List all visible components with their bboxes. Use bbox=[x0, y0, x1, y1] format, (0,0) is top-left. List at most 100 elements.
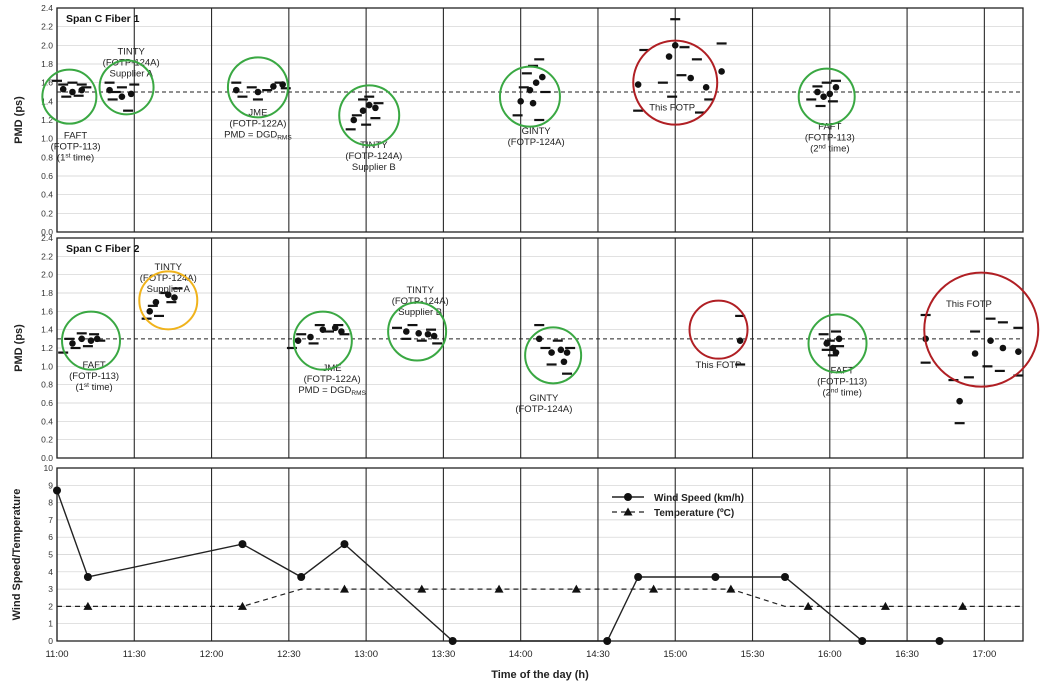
wind-speed-point bbox=[780, 572, 789, 581]
y-axis-label: PMD (ps) bbox=[13, 324, 25, 372]
annotation-text: (FOTP-124A) bbox=[140, 273, 197, 284]
annotation-text: This FOTP bbox=[649, 103, 695, 114]
data-point bbox=[971, 350, 979, 357]
y-tick-label: 1.2 bbox=[41, 343, 53, 353]
y-tick-label: 0.8 bbox=[41, 152, 53, 162]
temperature-point bbox=[339, 584, 349, 593]
temperature-point bbox=[649, 584, 659, 593]
data-point bbox=[539, 73, 546, 81]
y-tick-label: 0.4 bbox=[41, 416, 53, 426]
annotation-text: FAFT bbox=[818, 121, 841, 132]
data-point bbox=[359, 107, 367, 114]
wind-speed-point bbox=[53, 486, 61, 495]
x-tick-label: 17:00 bbox=[972, 649, 996, 660]
data-point bbox=[671, 42, 679, 49]
x-tick-label: 16:30 bbox=[895, 649, 919, 660]
data-point bbox=[372, 104, 379, 112]
y-tick-label: 2.2 bbox=[41, 251, 53, 261]
annotation-text: This FOTP bbox=[946, 299, 992, 310]
data-point bbox=[826, 90, 834, 98]
annotation-text: (FOTP-113) bbox=[51, 142, 101, 153]
data-point bbox=[78, 86, 86, 94]
data-point bbox=[1015, 348, 1022, 355]
legend: Wind Speed (km/h) Temperature (ºC) bbox=[612, 493, 744, 519]
y-tick-label: 0.2 bbox=[41, 208, 53, 218]
data-point bbox=[164, 291, 172, 299]
y-tick-label: 0 bbox=[48, 636, 53, 646]
y-tick-label: 0.0 bbox=[41, 453, 53, 463]
annotation-text: (FOTP-124A) bbox=[103, 58, 160, 69]
annotation-text: FAFT bbox=[82, 360, 105, 371]
data-point bbox=[535, 335, 543, 343]
legend-wind-marker bbox=[624, 493, 632, 501]
data-point bbox=[331, 324, 339, 332]
data-point bbox=[403, 328, 410, 335]
data-point bbox=[687, 74, 694, 82]
temperature-point bbox=[803, 601, 813, 610]
annotation-text: This FOTP bbox=[696, 360, 742, 371]
x-tick-label: 13:30 bbox=[432, 649, 456, 660]
annotation-text: (2nd time) bbox=[810, 143, 849, 154]
x-tick-label: 13:00 bbox=[354, 649, 378, 660]
data-point bbox=[665, 53, 673, 60]
data-point bbox=[415, 330, 422, 337]
y-tick-label: 0.0 bbox=[41, 227, 53, 237]
y-tick-label: 0.6 bbox=[41, 398, 53, 408]
highlight-circle bbox=[524, 326, 583, 385]
highlight-circle bbox=[797, 67, 856, 126]
data-point bbox=[59, 85, 67, 93]
legend-temp-marker bbox=[623, 507, 633, 516]
temperature-point bbox=[571, 584, 581, 593]
annotation-text: (FOTP-124A) bbox=[508, 137, 565, 148]
wind-speed-point bbox=[858, 637, 867, 645]
annotation-text: (FOTP-124A) bbox=[515, 404, 572, 415]
annotation-text: (1st time) bbox=[75, 382, 112, 393]
wind-speed-point bbox=[238, 540, 247, 549]
highlight-circle bbox=[41, 68, 98, 125]
y-tick-label: 2.4 bbox=[41, 233, 53, 243]
highlight-circle bbox=[292, 310, 353, 371]
data-point bbox=[365, 101, 373, 109]
x-tick-label: 12:30 bbox=[277, 649, 301, 660]
data-point bbox=[232, 86, 240, 94]
highlight-circle bbox=[688, 299, 749, 360]
annotation-text: TINTY bbox=[155, 262, 183, 273]
data-point bbox=[814, 88, 821, 96]
data-point bbox=[127, 90, 135, 98]
highlight-circle bbox=[61, 310, 122, 371]
highlight-circle bbox=[338, 84, 401, 147]
x-tick-label: 14:00 bbox=[509, 649, 533, 660]
y-tick-label: 5 bbox=[48, 550, 53, 560]
annotation-text: (FOTP-113) bbox=[817, 377, 867, 388]
data-point bbox=[736, 337, 744, 344]
temperature-point bbox=[83, 601, 93, 610]
y-axis-label: PMD (ps) bbox=[13, 96, 25, 144]
y-tick-label: 1.8 bbox=[41, 288, 53, 298]
wind-speed-point bbox=[83, 572, 92, 581]
wind-speed-point bbox=[711, 572, 720, 581]
highlight-circle bbox=[923, 271, 1040, 388]
data-point bbox=[87, 337, 95, 344]
annotation-text: (FOTP-124A) bbox=[345, 151, 402, 162]
wind-speed-point bbox=[340, 540, 349, 549]
data-point bbox=[279, 81, 286, 88]
panel-1: 0.00.20.40.60.81.01.21.41.61.82.02.22.4P… bbox=[13, 3, 1024, 237]
wind-speed-line bbox=[56, 490, 940, 642]
temperature-point bbox=[494, 584, 504, 593]
data-point bbox=[702, 84, 710, 91]
y-tick-label: 0.2 bbox=[41, 435, 53, 445]
y-axis-label: Wind Speed/Temperature bbox=[11, 489, 23, 621]
data-point bbox=[517, 98, 524, 105]
y-tick-label: 2.0 bbox=[41, 270, 53, 280]
annotation-text: Supplier A bbox=[110, 69, 154, 80]
panel-title: Span C Fiber 2 bbox=[66, 243, 140, 255]
annotation-text: (1st time) bbox=[57, 153, 94, 164]
data-point bbox=[526, 86, 534, 94]
temperature-point bbox=[417, 584, 427, 593]
y-tick-label: 2 bbox=[48, 601, 53, 611]
data-point bbox=[171, 294, 178, 301]
annotation-text: GINTY bbox=[522, 126, 552, 137]
x-tick-label: 11:30 bbox=[123, 649, 146, 660]
data-point bbox=[338, 328, 345, 335]
annotation-text: (FOTP-113) bbox=[69, 371, 119, 382]
